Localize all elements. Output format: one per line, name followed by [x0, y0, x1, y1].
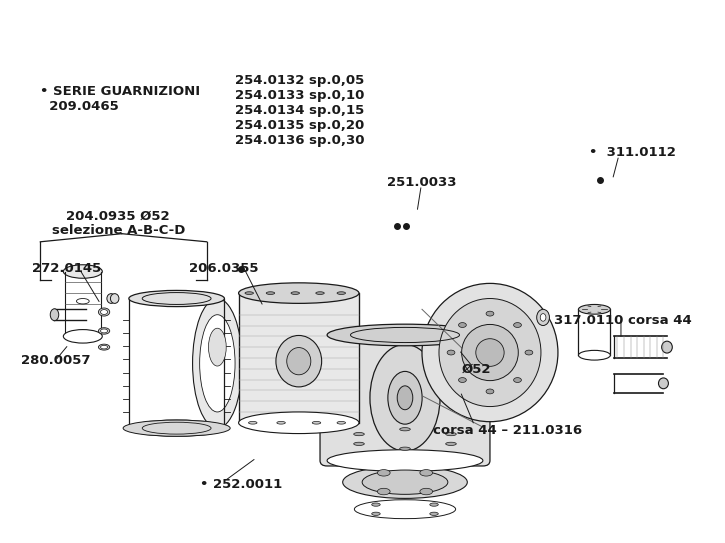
Text: corsa 44 – 211.0316: corsa 44 – 211.0316: [434, 425, 582, 437]
Ellipse shape: [107, 294, 115, 304]
Ellipse shape: [579, 305, 610, 314]
Text: 206.0355: 206.0355: [189, 262, 259, 275]
Ellipse shape: [447, 350, 455, 355]
Ellipse shape: [513, 377, 521, 382]
Ellipse shape: [536, 310, 550, 325]
Ellipse shape: [378, 488, 390, 495]
Ellipse shape: [316, 292, 324, 294]
Ellipse shape: [354, 442, 365, 445]
Text: 204.0935 Ø52
selezione A-B-C-D: 204.0935 Ø52 selezione A-B-C-D: [51, 210, 185, 237]
Ellipse shape: [513, 323, 521, 327]
Ellipse shape: [420, 470, 433, 476]
Ellipse shape: [99, 308, 109, 316]
Ellipse shape: [343, 466, 468, 498]
Ellipse shape: [63, 330, 102, 343]
Ellipse shape: [458, 377, 466, 382]
Ellipse shape: [99, 327, 109, 334]
Ellipse shape: [327, 324, 483, 346]
Ellipse shape: [378, 470, 390, 476]
Ellipse shape: [579, 350, 610, 360]
Ellipse shape: [239, 283, 359, 304]
Ellipse shape: [337, 421, 346, 424]
Ellipse shape: [239, 412, 359, 433]
Ellipse shape: [337, 292, 346, 294]
Ellipse shape: [266, 292, 275, 294]
Ellipse shape: [199, 315, 235, 412]
Ellipse shape: [249, 421, 257, 424]
FancyBboxPatch shape: [320, 330, 490, 466]
Text: 317.0110 corsa 44: 317.0110 corsa 44: [554, 314, 692, 327]
Ellipse shape: [312, 421, 320, 424]
Ellipse shape: [129, 291, 225, 307]
Ellipse shape: [50, 309, 59, 321]
Ellipse shape: [245, 292, 254, 294]
Text: 254.0132 sp.0,05
254.0133 sp.0,10
254.0134 sp.0,15
254.0135 sp.0,20
254.0136 sp.: 254.0132 sp.0,05 254.0133 sp.0,10 254.01…: [235, 74, 365, 147]
Text: • SERIE GUARNIZIONI
  209.0465: • SERIE GUARNIZIONI 209.0465: [41, 85, 200, 113]
Ellipse shape: [370, 344, 440, 451]
Ellipse shape: [399, 428, 410, 431]
Ellipse shape: [430, 512, 439, 515]
Ellipse shape: [277, 421, 286, 424]
Ellipse shape: [540, 314, 546, 321]
Ellipse shape: [486, 311, 494, 316]
Ellipse shape: [327, 450, 483, 471]
Ellipse shape: [101, 329, 107, 333]
Ellipse shape: [476, 339, 504, 367]
Ellipse shape: [430, 503, 439, 506]
Ellipse shape: [525, 350, 533, 355]
Ellipse shape: [209, 328, 226, 366]
Ellipse shape: [99, 344, 109, 350]
Bar: [239, 293, 359, 423]
Ellipse shape: [291, 292, 299, 294]
Ellipse shape: [658, 378, 668, 389]
Text: 251.0033: 251.0033: [387, 176, 457, 189]
Ellipse shape: [388, 371, 422, 424]
Ellipse shape: [462, 324, 518, 381]
Ellipse shape: [486, 389, 494, 394]
Ellipse shape: [355, 500, 455, 519]
Ellipse shape: [362, 470, 448, 494]
Text: •  311.0112: • 311.0112: [589, 146, 676, 159]
Ellipse shape: [123, 420, 230, 436]
Text: 272.0145: 272.0145: [32, 262, 101, 275]
Ellipse shape: [397, 386, 413, 410]
Ellipse shape: [446, 432, 456, 435]
Ellipse shape: [110, 294, 119, 304]
Ellipse shape: [399, 447, 410, 450]
Ellipse shape: [276, 336, 322, 387]
Text: Ø52: Ø52: [462, 362, 491, 375]
Ellipse shape: [446, 442, 456, 445]
Ellipse shape: [129, 420, 225, 436]
Ellipse shape: [287, 348, 311, 375]
Ellipse shape: [372, 512, 380, 515]
Ellipse shape: [662, 341, 672, 353]
Ellipse shape: [101, 310, 107, 314]
Ellipse shape: [193, 299, 242, 428]
Ellipse shape: [458, 323, 466, 327]
Ellipse shape: [269, 307, 329, 431]
Ellipse shape: [63, 265, 102, 278]
Ellipse shape: [420, 488, 433, 495]
Ellipse shape: [101, 345, 107, 349]
Ellipse shape: [422, 283, 558, 422]
Ellipse shape: [372, 503, 380, 506]
Text: • 252.0011: • 252.0011: [199, 478, 282, 491]
Ellipse shape: [354, 432, 365, 435]
Ellipse shape: [439, 299, 541, 407]
Text: 280.0057: 280.0057: [21, 354, 91, 367]
